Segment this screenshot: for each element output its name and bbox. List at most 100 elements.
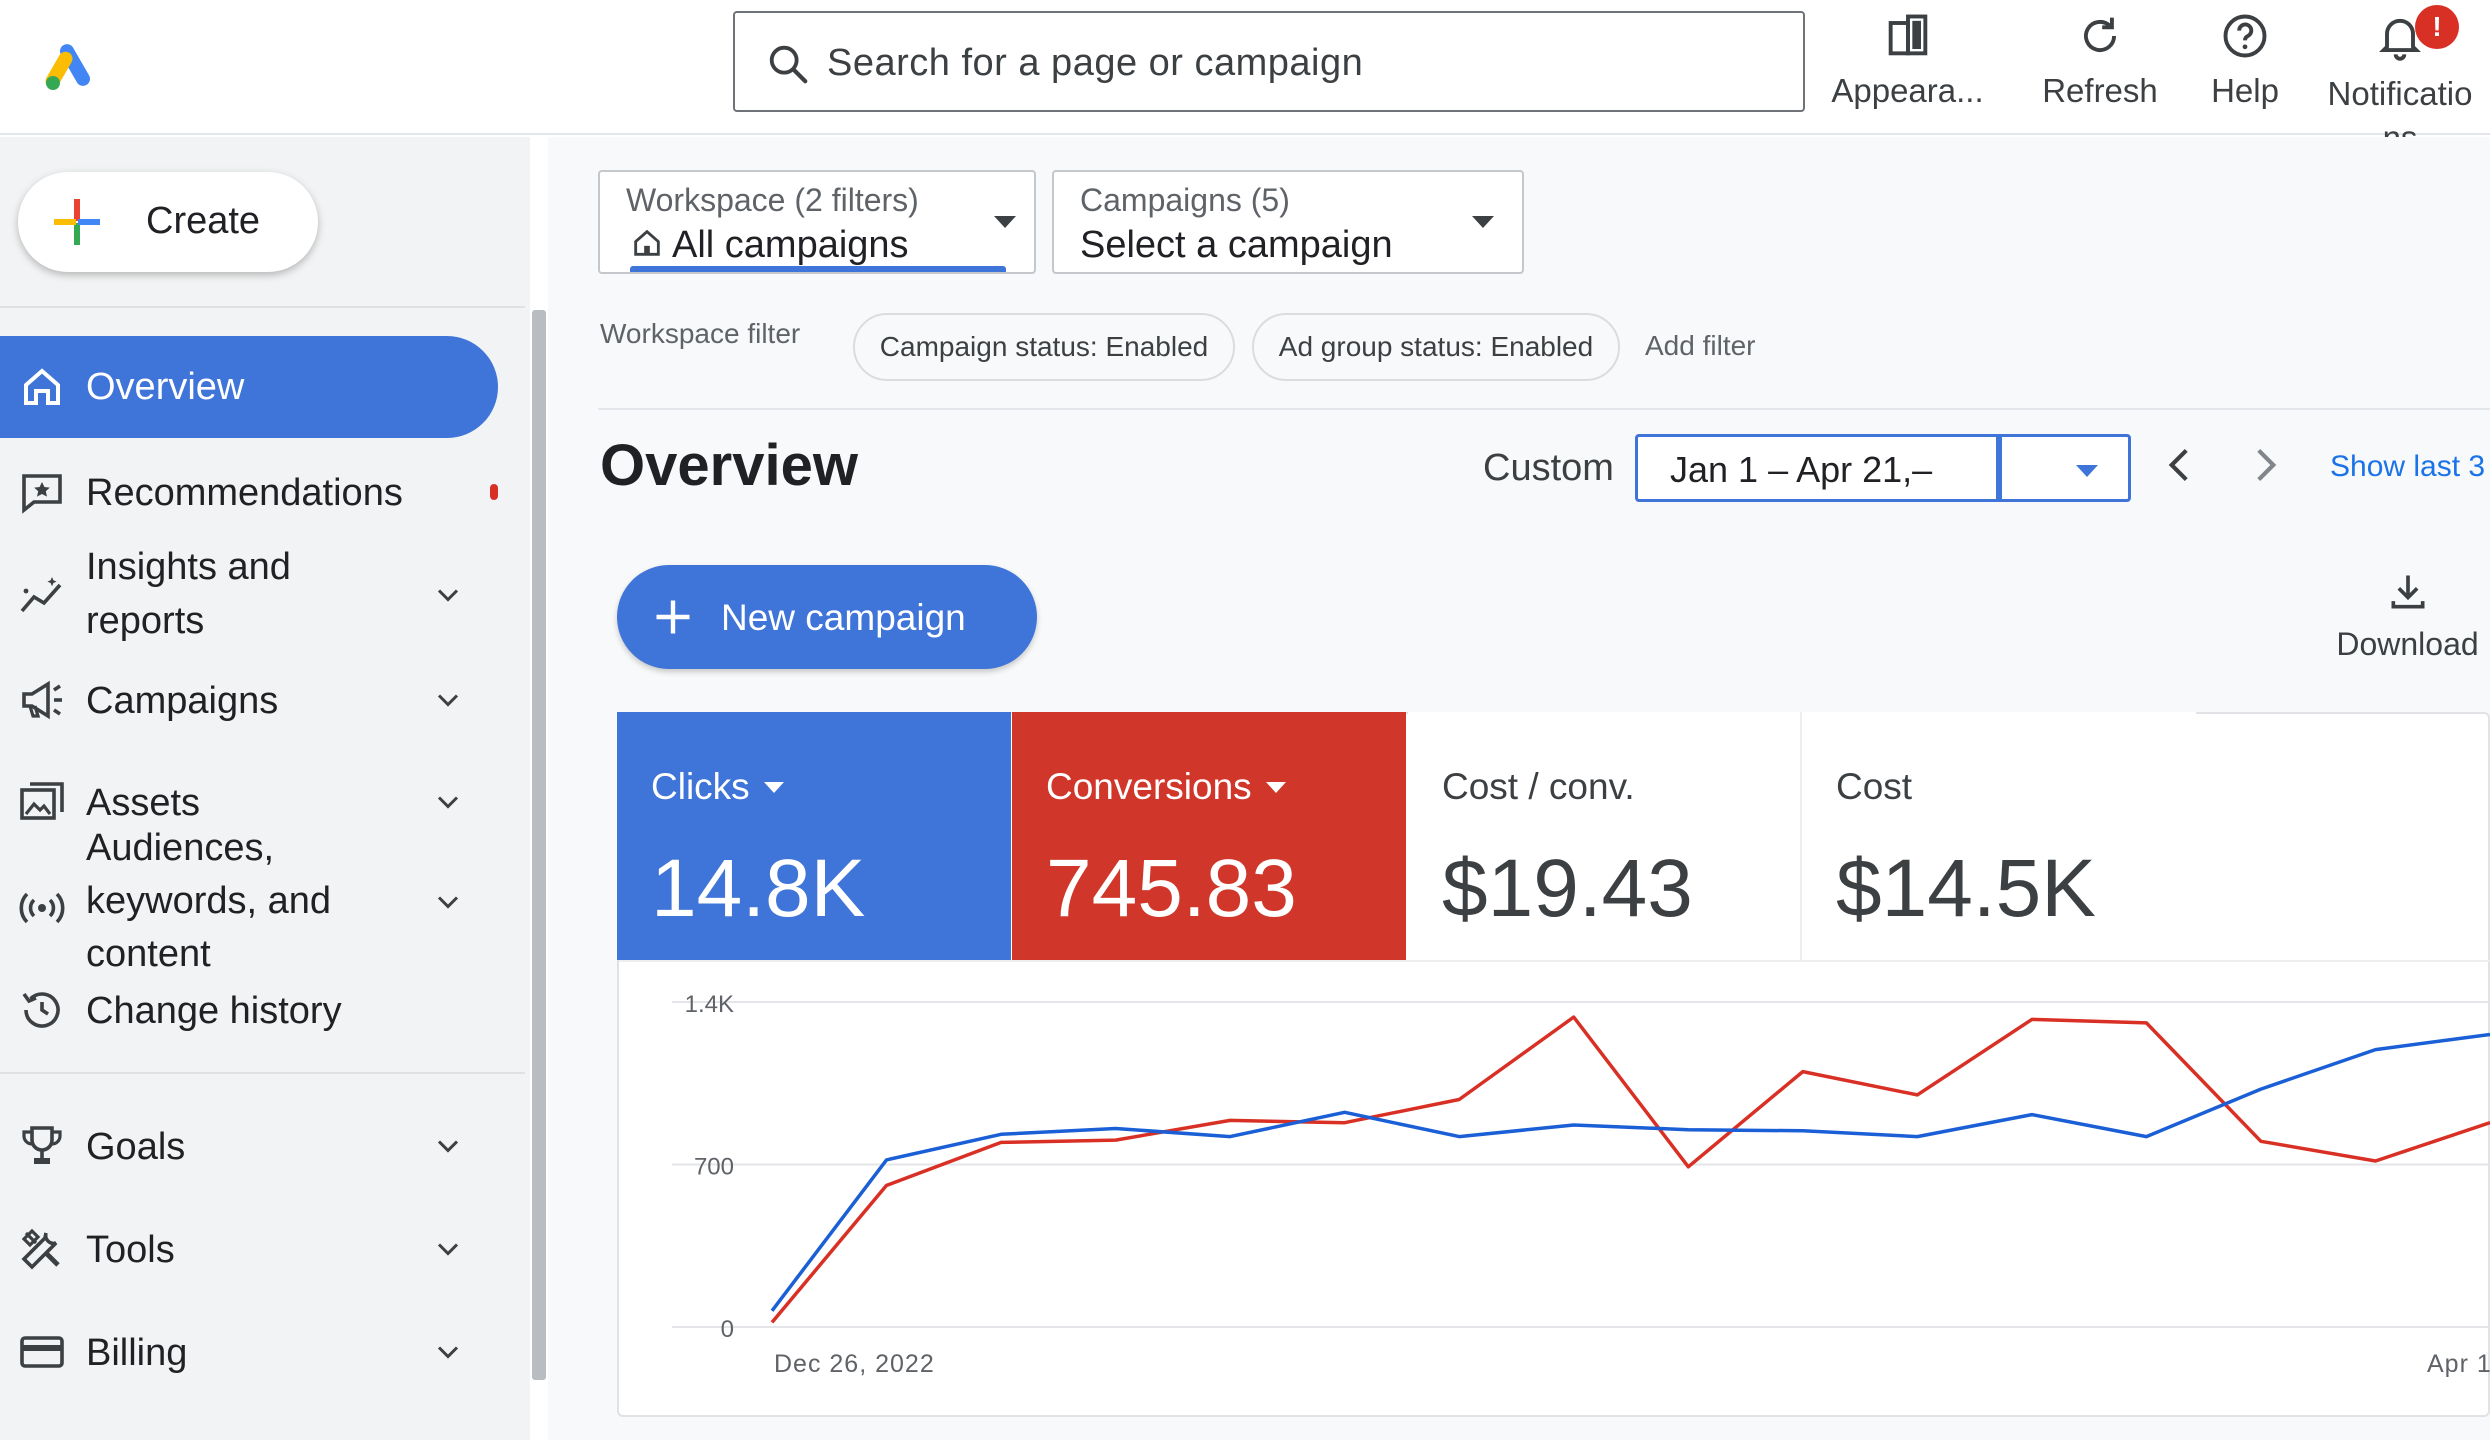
refresh-button[interactable]: Refresh — [2025, 10, 2175, 130]
metric-value: $19.43 — [1442, 843, 1693, 934]
chevron-down-icon[interactable] — [430, 784, 466, 820]
metric-cost[interactable]: Cost $14.5K — [1802, 712, 2196, 960]
metric-cost-per-conversion[interactable]: Cost / conv. $19.43 — [1408, 712, 1802, 960]
filter-chip-ad-group-status[interactable]: Ad group status: Enabled — [1252, 313, 1620, 381]
metric-clicks[interactable]: Clicks 14.8K — [617, 712, 1011, 960]
workspace-dropdown[interactable]: Workspace (2 filters) All campaigns — [598, 170, 1036, 274]
create-label: Create — [146, 200, 261, 242]
date-range-value: Jan 1 – Apr 21,– — [1670, 449, 1933, 490]
workspace-active-indicator — [630, 266, 1006, 272]
megaphone-icon — [22, 680, 62, 720]
metric-value: $14.5K — [1836, 843, 2096, 934]
trophy-icon — [22, 1126, 62, 1164]
metric-value: 745.83 — [1046, 843, 1297, 934]
sidebar-item-label: Audiences, keywords, and content — [86, 827, 332, 975]
workspace-value: All campaigns — [672, 224, 909, 266]
sidebar-item-label: Assets — [86, 782, 201, 824]
sidebar-item-label: Tools — [86, 1229, 175, 1271]
sidebar-item-label: Goals — [86, 1126, 186, 1168]
chevron-left-icon[interactable] — [2155, 440, 2205, 490]
plus-icon — [656, 600, 690, 634]
sidebar-scrollbar[interactable] — [532, 310, 546, 1380]
refresh-label: Refresh — [2042, 72, 2158, 109]
metric-divider — [619, 960, 2490, 962]
metric-label: Cost — [1836, 766, 1913, 807]
download-button[interactable]: Download — [2325, 570, 2490, 670]
sidebar-item-billing[interactable]: Billing — [0, 1322, 500, 1382]
chevron-down-icon[interactable] — [430, 1334, 466, 1370]
google-ads-logo[interactable] — [44, 40, 100, 92]
sidebar-item-label: Overview — [86, 366, 245, 408]
chevron-right-icon[interactable] — [2240, 440, 2290, 490]
audiences-icon — [19, 892, 65, 924]
chevron-down-icon[interactable] — [430, 682, 466, 718]
search-icon — [769, 45, 808, 84]
history-icon — [22, 992, 60, 1028]
sidebar-item-overview[interactable]: Overview — [0, 336, 498, 438]
search-input[interactable] — [827, 33, 1767, 93]
sidebar-item-audiences[interactable]: Audiences, keywords, and content — [0, 822, 500, 984]
caret-down-icon — [1265, 782, 1286, 793]
sidebar-item-assets[interactable]: Assets — [0, 772, 500, 830]
notification-badge: ! — [2415, 5, 2459, 49]
billing-icon — [20, 1336, 64, 1368]
performance-line-chart[interactable]: 1.4K 700 0 Dec 26, 2022 Apr 1 — [619, 962, 2490, 1414]
bell-icon — [2379, 18, 2421, 61]
appearance-button[interactable]: Appeara... — [1820, 10, 1995, 130]
y-tick-label: 700 — [694, 1154, 734, 1181]
x-tick-label: Dec 26, 2022 — [774, 1350, 935, 1378]
help-button[interactable]: Help — [2195, 10, 2295, 130]
create-button[interactable]: Create — [18, 172, 318, 272]
sidebar-item-campaigns[interactable]: Campaigns — [0, 670, 500, 730]
download-icon — [2391, 575, 2424, 609]
metric-conversions[interactable]: Conversions 745.83 — [1012, 712, 1406, 960]
workspace-filter-label: Workspace filter — [600, 318, 801, 349]
metric-label-text: Conversions — [1046, 766, 1252, 807]
new-campaign-label: New campaign — [721, 597, 966, 638]
sidebar-item-label: Insights and reports — [86, 546, 291, 642]
appearance-label: Appeara... — [1831, 72, 1984, 109]
download-label: Download — [2336, 626, 2479, 662]
show-last-link[interactable]: Show last 3 — [2330, 450, 2486, 483]
filter-chip-campaign-status[interactable]: Campaign status: Enabled — [853, 313, 1235, 381]
series-line-conversions[interactable] — [770, 1015, 2490, 1324]
metric-label: Clicks — [651, 766, 784, 808]
date-range-picker[interactable]: Jan 1 – Apr 21,– — [1635, 434, 2131, 502]
sidebar-item-label: Billing — [86, 1332, 188, 1374]
home-icon — [24, 368, 60, 405]
help-label: Help — [2211, 72, 2279, 109]
chevron-down-icon[interactable] — [430, 884, 466, 920]
chevron-down-icon[interactable] — [430, 1128, 466, 1164]
y-tick-label: 1.4K — [685, 991, 734, 1018]
campaign-value: Select a campaign — [1080, 224, 1393, 266]
recommendations-alert-dot — [490, 484, 498, 500]
sidebar-item-tools[interactable]: Tools — [0, 1219, 500, 1279]
notifications-button[interactable]: ! Notifications — [2310, 5, 2490, 140]
caret-down-icon[interactable] — [2076, 465, 2098, 477]
date-range-divider — [1996, 434, 2002, 502]
metric-label: Conversions — [1046, 766, 1286, 808]
notifications-label: Notifications — [2327, 75, 2473, 140]
sidebar-divider — [0, 1072, 525, 1074]
sidebar-item-insights[interactable]: Insights and reports — [0, 540, 500, 650]
insights-icon — [20, 577, 62, 613]
tools-icon — [21, 1228, 60, 1270]
chevron-down-icon[interactable] — [430, 1231, 466, 1267]
sidebar-item-goals[interactable]: Goals — [0, 1116, 500, 1176]
sidebar-divider — [0, 306, 525, 308]
filter-divider — [598, 408, 2490, 410]
metric-label: Cost / conv. — [1442, 766, 1635, 807]
sidebar-item-change-history[interactable]: Change history — [0, 980, 500, 1038]
sidebar-item-recommendations[interactable]: Recommendations — [0, 462, 500, 522]
add-filter-button[interactable]: Add filter — [1645, 330, 1756, 361]
workspace-value-wrap: All campaigns — [630, 224, 909, 267]
x-tick-label: Apr 1 — [2427, 1350, 2490, 1378]
sidebar-item-label: Campaigns — [86, 680, 279, 722]
new-campaign-button[interactable]: New campaign — [617, 565, 1037, 669]
search-box[interactable] — [733, 11, 1805, 112]
workspace-caption: Workspace (2 filters) — [626, 182, 919, 218]
chevron-down-icon[interactable] — [430, 577, 466, 613]
series-line-clicks[interactable] — [770, 1032, 2490, 1312]
metric-value: 14.8K — [651, 843, 866, 934]
campaign-dropdown[interactable]: Campaigns (5) Select a campaign — [1052, 170, 1524, 274]
